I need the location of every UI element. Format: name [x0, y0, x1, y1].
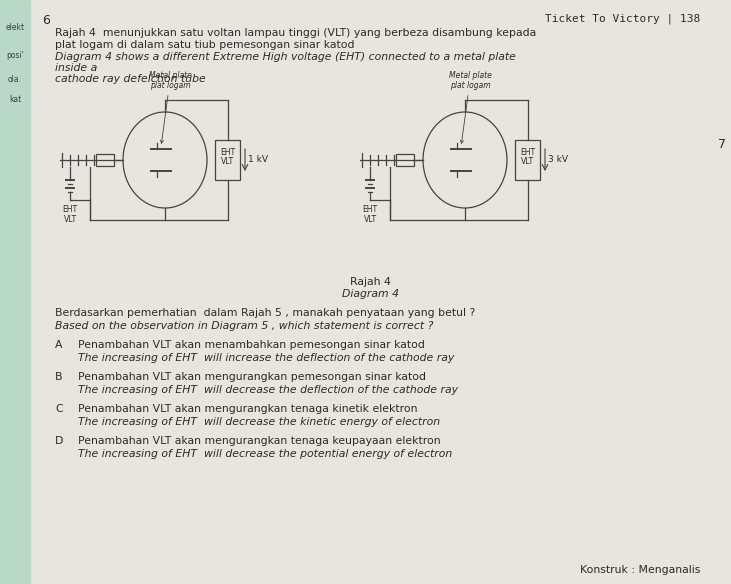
Text: Berdasarkan pemerhatian  dalam Rajah 5 , manakah penyataan yang betul ?: Berdasarkan pemerhatian dalam Rajah 5 , …: [55, 308, 475, 318]
Text: Diagram 4: Diagram 4: [341, 289, 398, 299]
Text: Penambahan VLT akan mengurangkan tenaga kinetik elektron: Penambahan VLT akan mengurangkan tenaga …: [78, 404, 417, 414]
Text: B: B: [55, 372, 62, 382]
Text: 3 kV: 3 kV: [548, 155, 568, 165]
Text: EHT
VLT: EHT VLT: [363, 205, 378, 224]
Text: kat: kat: [9, 96, 21, 105]
Text: The increasing of EHT  will decrease the kinetic energy of electron: The increasing of EHT will decrease the …: [78, 417, 440, 427]
Text: cathode ray defelction tube: cathode ray defelction tube: [55, 74, 205, 84]
Text: Penambahan VLT akan menambahkan pemesongan sinar katod: Penambahan VLT akan menambahkan pemesong…: [78, 340, 425, 350]
Text: The increasing of EHT  will decrease the deflection of the cathode ray: The increasing of EHT will decrease the …: [78, 385, 458, 395]
Text: elekt: elekt: [5, 23, 25, 33]
Text: The increasing of EHT  will decrease the potential energy of electron: The increasing of EHT will decrease the …: [78, 449, 452, 459]
Text: The increasing of EHT  will increase the deflection of the cathode ray: The increasing of EHT will increase the …: [78, 353, 454, 363]
Text: EHT
VLT: EHT VLT: [520, 148, 535, 166]
Text: EHT
VLT: EHT VLT: [220, 148, 235, 166]
Bar: [96, 154, 114, 166]
Bar: [515, 140, 540, 180]
Bar: [396, 154, 414, 166]
Text: Konstruk : Menganalis: Konstruk : Menganalis: [580, 565, 700, 575]
Text: Ticket To Victory | 138: Ticket To Victory | 138: [545, 14, 700, 25]
Text: inside a: inside a: [55, 63, 97, 73]
Bar: [215, 140, 240, 180]
Text: Penambahan VLT akan mengurangkan tenaga keupayaan elektron: Penambahan VLT akan mengurangkan tenaga …: [78, 436, 441, 446]
Text: posi': posi': [6, 50, 24, 60]
Text: Based on the observation in Diagram 5 , which statement is correct ?: Based on the observation in Diagram 5 , …: [55, 321, 433, 331]
Text: ola.: ola.: [8, 75, 22, 85]
Text: 7: 7: [718, 138, 726, 151]
Text: 6: 6: [42, 14, 50, 27]
Text: Penambahan VLT akan mengurangkan pemesongan sinar katod: Penambahan VLT akan mengurangkan pemeson…: [78, 372, 426, 382]
Bar: [0, 0, 30, 584]
Text: Diagram 4 shows a different Extreme High voltage (EHT) connected to a metal plat: Diagram 4 shows a different Extreme High…: [55, 52, 516, 62]
Text: Rajah 4: Rajah 4: [349, 277, 390, 287]
Text: plat logam di dalam satu tiub pemesongan sinar katod: plat logam di dalam satu tiub pemesongan…: [55, 40, 355, 50]
Text: Metal plate
plat logam: Metal plate plat logam: [449, 71, 491, 143]
Text: 1 kV: 1 kV: [248, 155, 268, 165]
Text: D: D: [55, 436, 64, 446]
Text: C: C: [55, 404, 63, 414]
Text: Rajah 4  menunjukkan satu voltan lampau tinggi (VLT) yang berbeza disambung kepa: Rajah 4 menunjukkan satu voltan lampau t…: [55, 28, 537, 38]
Text: A: A: [55, 340, 62, 350]
Text: Metal plate
plat logam: Metal plate plat logam: [148, 71, 192, 143]
Text: EHT
VLT: EHT VLT: [62, 205, 77, 224]
